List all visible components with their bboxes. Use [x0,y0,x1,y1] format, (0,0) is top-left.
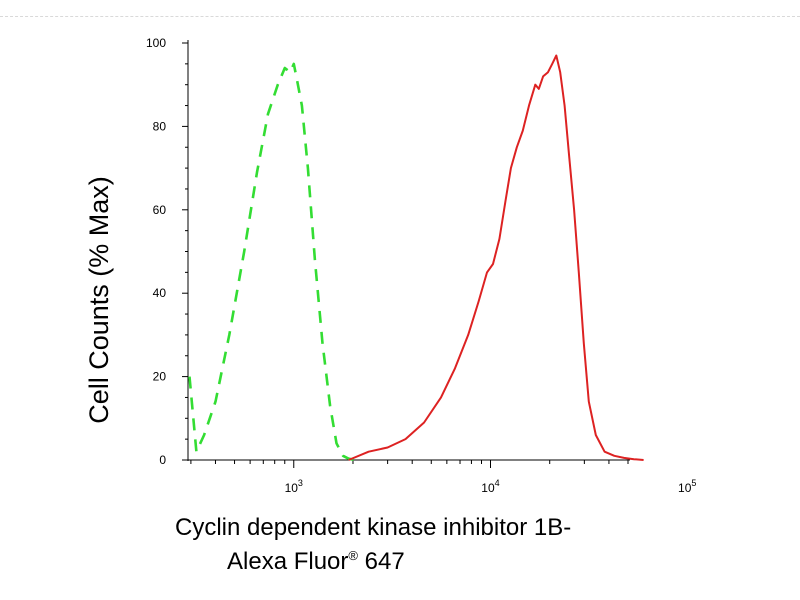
plot-axes: 0 20 40 60 80 100 103 104 105 [146,36,696,495]
y-axis-label: Cell Counts (% Max) [84,176,114,424]
y-tick-label: 80 [153,119,167,133]
x-tick-label: 103 [285,478,303,495]
x-axis-label-fluor: Alexa Fluor [227,548,349,575]
y-tick-label: 60 [153,203,167,217]
x-axis-label-number: 647 [357,548,405,575]
series-control-line [188,62,356,462]
y-tick-label: 20 [153,370,167,384]
y-tick-label: 40 [153,286,167,300]
x-axis-label: Cyclin dependent kinase inhibitor 1B- Al… [175,514,735,576]
x-tick-label: 105 [678,478,696,495]
top-divider [0,16,800,17]
x-tick-label: 104 [481,478,499,495]
series-layer [188,54,644,462]
x-axis-label-line2: Alexa Fluor® 647 [175,542,735,576]
series-antibody-line [348,54,644,461]
y-tick-label: 0 [159,453,166,467]
x-axis-label-line1: Cyclin dependent kinase inhibitor 1B- [175,514,572,541]
y-tick-label: 100 [146,36,166,50]
registered-mark: ® [348,548,358,563]
